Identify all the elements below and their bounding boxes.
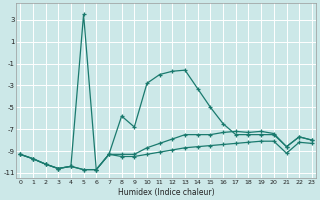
X-axis label: Humidex (Indice chaleur): Humidex (Indice chaleur) [118,188,214,197]
